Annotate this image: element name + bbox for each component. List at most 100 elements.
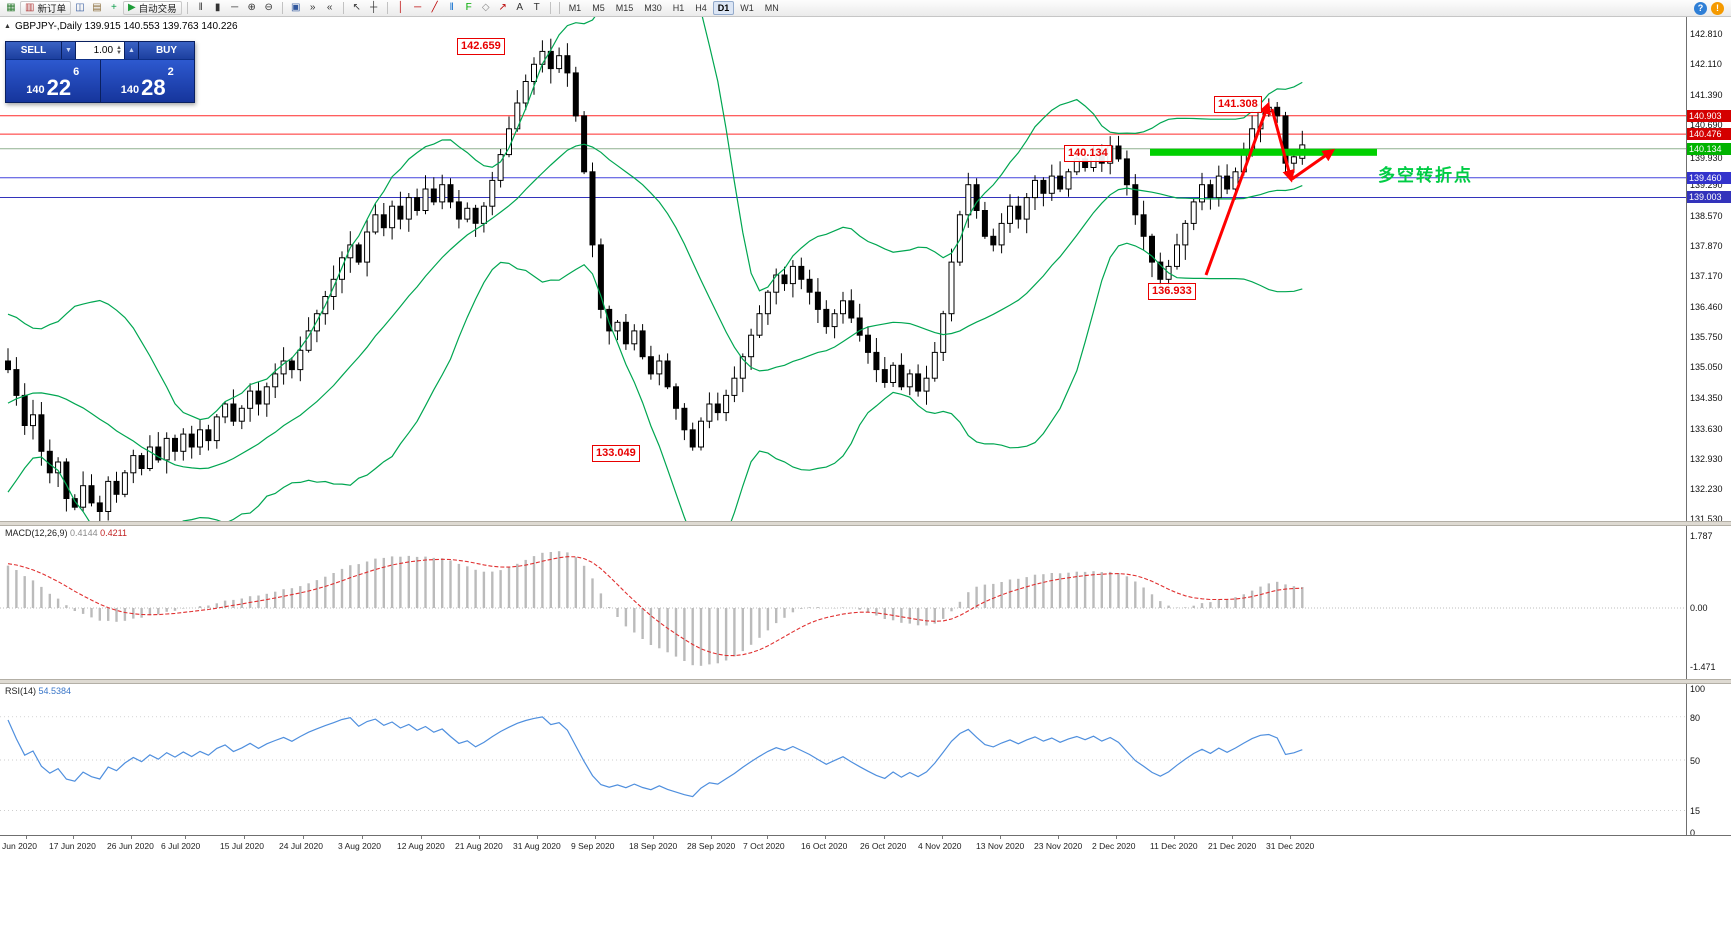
new-order-button-label: 新订单 (37, 4, 66, 15)
price-tick: 134.350 (1690, 393, 1723, 403)
tile-windows-icon[interactable]: ▣ (288, 1, 304, 15)
auto-scroll-icon[interactable]: » (305, 1, 321, 15)
horizontal-line-icon[interactable]: ─ (410, 1, 426, 15)
new-order-button-glyph: ▥ (25, 2, 35, 13)
price-annotation[interactable]: 142.659 (457, 38, 505, 55)
charts-tile-icon[interactable]: ◫ (72, 1, 88, 15)
date-tick (1116, 836, 1117, 839)
main-chart-canvas[interactable] (0, 17, 1686, 521)
arrow-object-icon[interactable]: ↗ (495, 1, 511, 15)
channel-icon[interactable]: ‖ (444, 1, 460, 15)
charts-tile-icon-glyph: ◫ (75, 2, 85, 13)
autotrade-button[interactable]: ▶ 自动交易 (122, 1, 182, 15)
date-tick (1290, 836, 1291, 839)
date-tick (1058, 836, 1059, 839)
price-tick: 139.290 (1690, 180, 1723, 190)
alert-icon[interactable]: ! (1711, 1, 1724, 15)
date-label: 16 Oct 2020 (801, 841, 848, 851)
rsi-axis: 100 80 50 15 0 (1686, 684, 1731, 835)
crosshair-icon[interactable]: ┼ (366, 1, 382, 15)
sell-dropdown-icon[interactable]: ▼ (62, 42, 75, 59)
toolbar-separator (386, 2, 388, 14)
date-label: 12 Aug 2020 (397, 841, 445, 851)
main-chart-panel: 142.810 142.110 141.390 140.690 139.930 139.2… (0, 17, 1731, 521)
trend-note-text[interactable]: 多空转折点 (1378, 166, 1473, 185)
volume-input[interactable]: 1.00 ▲ ▼ (76, 42, 124, 59)
date-tick (1174, 836, 1175, 839)
volume-spinner[interactable]: ▲ ▼ (116, 44, 122, 56)
toolbar-right-icons: ?! (1694, 1, 1728, 15)
date-tick (711, 836, 712, 839)
collapse-arrow-icon[interactable]: ▲ (4, 23, 11, 30)
macd-tick: -1.471 (1690, 662, 1716, 672)
volume-up-icon[interactable]: ▲ (116, 44, 122, 51)
ask-price-button[interactable]: 140 28 2 (100, 60, 194, 102)
timeframe-w1[interactable]: W1 (740, 3, 754, 13)
sell-button[interactable]: SELL (6, 42, 61, 59)
new-chart-icon[interactable]: ▦ (3, 1, 19, 15)
text-icon[interactable]: A (512, 1, 528, 15)
shapes-icon-glyph: ◇ (481, 2, 490, 13)
buy-dropdown-icon[interactable]: ▲ (125, 42, 138, 59)
date-label: 11 Dec 2020 (1150, 841, 1198, 851)
timeframe-h1[interactable]: H1 (672, 3, 685, 13)
date-tick (1000, 836, 1001, 839)
crosshair-icon-glyph: ┼ (370, 2, 378, 13)
zoom-out-icon[interactable]: ⊖ (261, 1, 277, 15)
price-tick: 136.460 (1690, 302, 1723, 312)
cursor-icon-glyph: ↖ (352, 2, 361, 13)
bars-chart-icon[interactable]: ‖ (193, 1, 209, 15)
shapes-icon[interactable]: ◇ (478, 1, 494, 15)
line-chart-icon[interactable]: ─ (227, 1, 243, 15)
rsi-label: RSI(14) 54.5384 (3, 686, 74, 696)
text-icon-glyph: A (516, 2, 524, 13)
rsi-canvas[interactable] (0, 684, 1686, 835)
macd-canvas[interactable] (0, 526, 1686, 679)
text-label-icon-glyph: T (533, 2, 540, 13)
profiles-icon[interactable]: ▤ (89, 1, 105, 15)
date-tick (767, 836, 768, 839)
ask-big: 28 (141, 75, 166, 100)
candles-chart-icon[interactable]: ▮ (210, 1, 226, 15)
toolbar-icons: ▦ ▥ 新订单 ◫ ▤ + ▶ 自动交易 ‖ ▮ ─ ⊕ ⊖ ▣ » « ↖ ┼ │ ─ ╱ ‖ F ◇ ↗ A T (3, 1, 555, 15)
bid-price-button[interactable]: 140 22 6 (6, 60, 100, 102)
macd-value-signal: 0.4211 (100, 528, 127, 538)
timeframe-m1[interactable]: M1 (568, 3, 582, 13)
price-badge: 140.134 (1687, 143, 1731, 155)
date-label: 26 Jun 2020 (107, 841, 154, 851)
buy-button[interactable]: BUY (139, 42, 194, 59)
cursor-icon[interactable]: ↖ (349, 1, 365, 15)
volume-down-icon[interactable]: ▼ (116, 49, 122, 56)
symbol-ohlc-header: ▲ GBPJPY-,Daily 139.915 140.553 139.763 … (4, 21, 238, 32)
rsi-tick: 15 (1690, 806, 1701, 816)
help-icon[interactable]: ? (1694, 1, 1707, 15)
new-order-button[interactable]: ▥ 新订单 (20, 1, 71, 15)
price-tick: 137.170 (1690, 271, 1723, 281)
timeframe-mn[interactable]: MN (764, 3, 779, 13)
line-chart-icon-glyph: ─ (231, 2, 239, 13)
timeframe-h4[interactable]: H4 (695, 3, 707, 13)
trendline-icon[interactable]: ╱ (427, 1, 443, 15)
price-annotation[interactable]: 141.308 (1214, 96, 1262, 113)
auto-scroll-icon-glyph: » (309, 2, 316, 13)
chart-shift-icon[interactable]: « (322, 1, 338, 15)
timeframe-m5[interactable]: M5 (592, 3, 605, 13)
fibonacci-icon[interactable]: F (461, 1, 477, 15)
vertical-line-icon[interactable]: │ (393, 1, 409, 15)
price-badge: 140.903 (1687, 110, 1731, 122)
timeframe-d1[interactable]: D1 (712, 1, 735, 15)
date-label: 18 Sep 2020 (629, 841, 678, 851)
panel-splitter-1[interactable] (0, 521, 1731, 526)
timeframe-m15[interactable]: M15 (615, 3, 634, 13)
price-annotation[interactable]: 136.933 (1148, 283, 1196, 300)
text-label-icon[interactable]: T (529, 1, 545, 15)
price-annotation[interactable]: 140.134 (1064, 145, 1112, 162)
indicators-icon[interactable]: + (106, 1, 122, 15)
price-badge: 140.476 (1687, 128, 1731, 140)
zoom-in-icon[interactable]: ⊕ (244, 1, 260, 15)
panel-splitter-2[interactable] (0, 679, 1731, 684)
fibonacci-icon-glyph: F (465, 2, 472, 13)
timeframe-m30[interactable]: M30 (644, 3, 662, 13)
price-annotation[interactable]: 133.049 (592, 445, 640, 462)
rsi-tick: 50 (1690, 756, 1701, 766)
